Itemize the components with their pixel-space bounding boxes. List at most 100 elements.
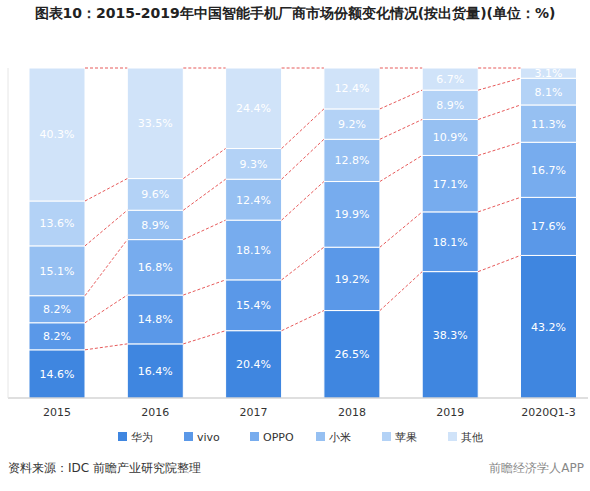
bar-segment — [324, 68, 380, 109]
data-label: 10.9% — [433, 131, 468, 144]
data-labels: 14.6%8.2%8.2%15.1%13.6%40.3%16.4%14.8%16… — [40, 67, 566, 381]
bar-segment — [324, 247, 380, 310]
connector — [478, 142, 520, 155]
bar-segment — [29, 350, 85, 398]
data-label: 18.1% — [433, 236, 468, 249]
bar-segment — [324, 182, 380, 248]
x-tick-label: 2016 — [141, 406, 169, 419]
connector — [478, 255, 520, 271]
watermark: 前瞻经济学人APP — [489, 461, 584, 475]
legend-swatch — [184, 432, 193, 441]
bar-segment — [127, 295, 183, 344]
legend-label: 小米 — [329, 431, 351, 444]
data-label: 20.4% — [236, 358, 271, 371]
bar-segment — [324, 139, 380, 181]
chart-title: 图表10：2015-2019年中国智能手机厂商市场份额变化情况(按出货量)(单位… — [10, 4, 580, 23]
connector — [183, 280, 225, 295]
connector — [380, 119, 422, 139]
data-label: 13.6% — [40, 217, 75, 230]
bar-segment — [226, 331, 282, 398]
data-label: 15.4% — [236, 299, 271, 312]
bar-segment — [226, 179, 282, 220]
connector — [380, 90, 422, 109]
bar-segment — [521, 197, 577, 255]
bar-segment — [226, 220, 282, 280]
x-axis — [8, 398, 588, 399]
x-tick-label: 2019 — [436, 406, 464, 419]
connector — [183, 331, 225, 344]
data-label: 19.9% — [334, 208, 369, 221]
connector — [478, 68, 520, 69]
connector — [282, 311, 324, 331]
y-axis — [8, 68, 9, 398]
connector — [380, 272, 422, 311]
bar-segment — [226, 280, 282, 331]
connector — [282, 247, 324, 280]
connector — [478, 197, 520, 212]
connector — [282, 182, 324, 221]
bars — [29, 68, 577, 398]
data-label: 26.5% — [334, 348, 369, 361]
data-label: 9.6% — [141, 188, 169, 201]
connector — [282, 68, 324, 69]
connector — [183, 220, 225, 239]
connector — [85, 210, 127, 246]
legend-swatch — [448, 432, 457, 441]
bar-segment — [29, 296, 85, 323]
legend-label: OPPO — [263, 431, 294, 444]
legend-swatch — [382, 432, 391, 441]
legend-swatch — [118, 432, 127, 441]
connector — [85, 240, 127, 296]
data-label: 14.6% — [40, 368, 75, 381]
x-tick-label: 2017 — [240, 406, 268, 419]
connector — [282, 139, 324, 179]
bar-segment — [521, 255, 577, 398]
legend-swatch — [316, 432, 325, 441]
legend-label: 华为 — [131, 431, 153, 444]
data-label: 19.2% — [334, 273, 369, 286]
data-label: 17.1% — [433, 178, 468, 191]
legend-label: 其他 — [461, 431, 483, 444]
data-label: 40.3% — [40, 128, 75, 141]
connector — [380, 212, 422, 247]
connector — [85, 179, 127, 201]
bar-segment — [422, 155, 478, 211]
data-label: 12.8% — [334, 154, 369, 167]
connector — [282, 109, 324, 149]
bar-segment — [127, 179, 183, 211]
connector — [380, 68, 422, 69]
x-tick-label: 2020Q1-3 — [521, 406, 576, 419]
bar-segment — [521, 78, 577, 105]
data-label: 33.5% — [138, 117, 173, 130]
bar-segment — [422, 212, 478, 272]
data-label: 12.4% — [236, 194, 271, 207]
bar-segment — [29, 323, 85, 350]
data-label: 9.3% — [240, 158, 268, 171]
bar-segment — [324, 311, 380, 398]
bar-segment — [422, 272, 478, 398]
connector — [183, 179, 225, 210]
data-label: 11.3% — [531, 118, 566, 131]
data-label: 3.1% — [535, 67, 563, 80]
connector — [85, 344, 127, 350]
data-label: 38.3% — [433, 329, 468, 342]
bar-segment — [226, 149, 282, 180]
legend-swatch — [250, 432, 259, 441]
data-label: 12.4% — [334, 82, 369, 95]
connector — [183, 149, 225, 179]
bar-segment — [324, 109, 380, 139]
connectors — [85, 68, 521, 350]
data-label: 24.4% — [236, 102, 271, 115]
data-label: 43.2% — [531, 321, 566, 334]
data-label: 8.9% — [141, 219, 169, 232]
bar-segment — [226, 68, 282, 149]
connector — [380, 155, 422, 181]
data-label: 8.2% — [43, 330, 71, 343]
data-label: 6.7% — [436, 73, 464, 86]
bar-segment — [422, 119, 478, 155]
source-note: 资料来源：IDC 前瞻产业研究院整理 — [8, 461, 201, 475]
legend-label: vivo — [197, 431, 220, 444]
data-label: 18.1% — [236, 244, 271, 257]
bar-segment — [127, 344, 183, 398]
bar-segment — [422, 68, 478, 90]
